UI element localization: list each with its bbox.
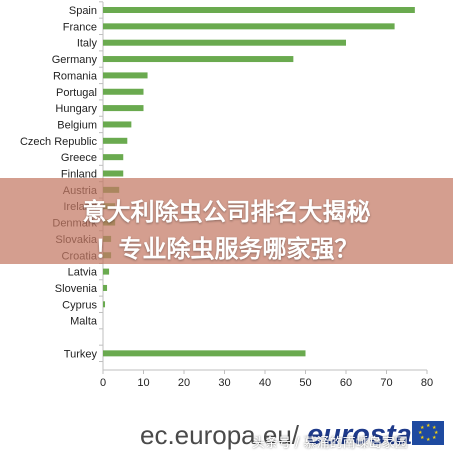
category-label: Spain <box>69 5 97 17</box>
x-tick-label: 60 <box>340 377 352 389</box>
watermark: 头条号 / 慕涌的南嵊岛家园 <box>252 436 408 451</box>
bar <box>103 39 346 46</box>
bar <box>103 7 415 13</box>
x-tick-label: 30 <box>218 377 230 389</box>
bar <box>103 72 148 79</box>
x-tick-label: 80 <box>421 377 433 389</box>
category-label: Hungary <box>55 103 97 115</box>
x-tick-label: 0 <box>100 377 106 389</box>
category-label: Slovenia <box>55 283 98 295</box>
overlay-title-line2: ！专业除虫服务哪家强？ <box>94 236 359 263</box>
bar <box>103 105 144 112</box>
eurostat-logo: eurostat <box>307 419 422 451</box>
source-url: ec.europa.eu/ <box>140 420 300 450</box>
x-tick-label: 20 <box>178 377 190 389</box>
category-label: Malta <box>70 316 98 328</box>
bar <box>103 301 106 308</box>
category-label: France <box>63 21 97 33</box>
bar <box>103 170 124 177</box>
bar <box>103 284 108 291</box>
category-label: Germany <box>52 54 98 66</box>
category-label: Latvia <box>68 267 98 279</box>
bar <box>103 350 306 357</box>
category-label: Belgium <box>57 119 97 131</box>
x-tick-label: 10 <box>137 377 149 389</box>
category-label: Romania <box>53 70 98 82</box>
category-label: Italy <box>77 38 98 50</box>
category-label: Finland <box>61 169 97 181</box>
bar <box>103 88 144 95</box>
category-label: Greece <box>61 152 97 164</box>
bar <box>103 56 294 63</box>
category-label: Cyprus <box>62 299 97 311</box>
bar <box>103 154 124 161</box>
eu-flag-icon: ★ ★ ★ ★ ★ ★ ★ ★ <box>412 421 444 445</box>
category-label: Czech Republic <box>20 136 98 148</box>
bar <box>103 121 132 128</box>
x-tick-label: 40 <box>259 377 271 389</box>
overlay-title-line1: 意大利除虫公司排名大揭秘 <box>82 199 371 226</box>
bar <box>103 137 128 144</box>
category-label: Turkey <box>64 348 98 360</box>
bar <box>103 268 110 275</box>
bar <box>103 23 395 30</box>
x-tick-label: 70 <box>380 377 392 389</box>
x-tick-label: 50 <box>299 377 311 389</box>
title-overlay-band <box>0 178 453 264</box>
category-label: Portugal <box>56 87 97 99</box>
